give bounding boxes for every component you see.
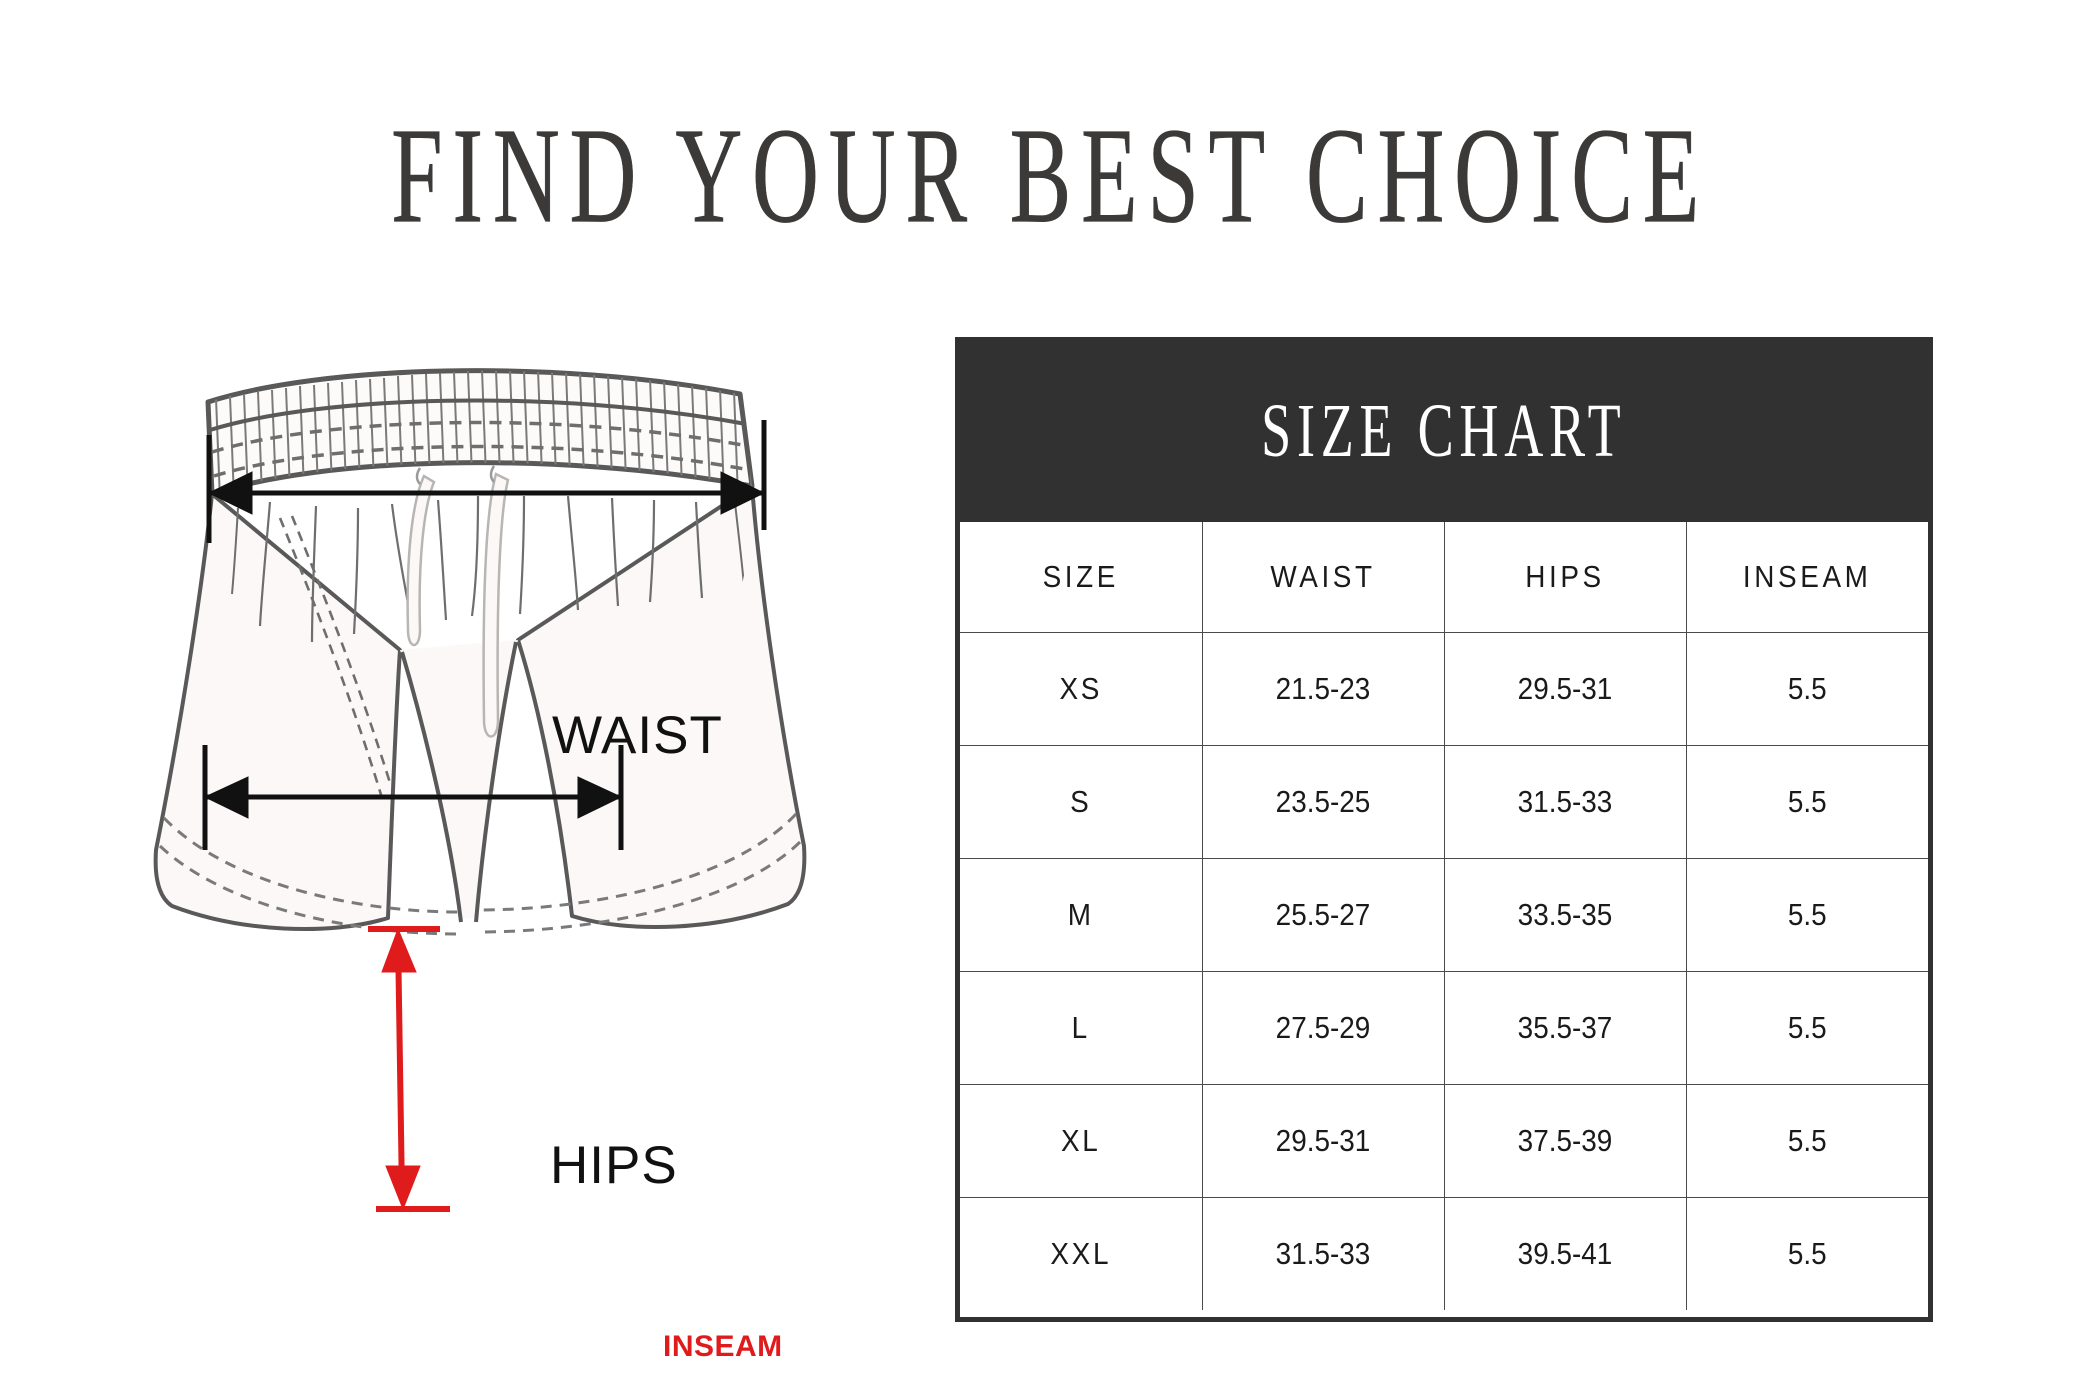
cell-inseam: 5.5 (1697, 1197, 1916, 1310)
drape-lines (231, 493, 745, 799)
hips-arrow-head-left (203, 776, 249, 819)
inseam-arrow-line (395, 936, 405, 1196)
cell-size: S (972, 745, 1191, 859)
column-header-size: SIZE (972, 522, 1191, 633)
shorts-illustration: WAIST HIPS INSEAM (120, 290, 840, 1363)
size-chart-header: SIZE CHART (960, 342, 1928, 522)
cell-hips: 29.5-31 (1455, 632, 1675, 746)
table-row: XL 29.5-31 37.5-39 5.5 (960, 1084, 1928, 1198)
inseam-label: INSEAM (663, 1330, 783, 1363)
waist-label: WAIST (552, 706, 723, 765)
cell-inseam: 5.5 (1697, 1084, 1916, 1198)
waist-arrow-head-left (207, 471, 253, 515)
table-row: XXL 31.5-33 39.5-41 5.5 (960, 1197, 1928, 1310)
cell-waist: 23.5-25 (1213, 745, 1433, 859)
inseam-arrow-head-top (381, 927, 417, 973)
hips-label: HIPS (550, 1136, 678, 1195)
column-header-inseam: INSEAM (1697, 522, 1916, 633)
hips-dimension (202, 745, 624, 850)
table-row: M 25.5-27 33.5-35 5.5 (960, 858, 1928, 972)
cell-size: XL (972, 1084, 1191, 1198)
table-row: L 27.5-29 35.5-37 5.5 (960, 971, 1928, 1085)
table-row: XS 21.5-23 29.5-31 5.5 (960, 632, 1928, 746)
cell-hips: 31.5-33 (1455, 745, 1675, 859)
cell-size: M (972, 858, 1191, 972)
cell-hips: 35.5-37 (1455, 971, 1675, 1085)
waistband (205, 368, 755, 497)
size-chart-panel: SIZE CHART SIZE WAIST HIPS INSEAM XS 21.… (955, 337, 1933, 1322)
cell-inseam: 5.5 (1697, 745, 1916, 859)
cell-inseam: 5.5 (1697, 858, 1916, 972)
cell-hips: 33.5-35 (1455, 858, 1675, 972)
cell-inseam: 5.5 (1697, 971, 1916, 1085)
size-chart-title: SIZE CHART (1261, 389, 1627, 474)
cell-size: XXL (972, 1197, 1191, 1310)
hem-stitching (158, 812, 802, 936)
cell-hips: 39.5-41 (1455, 1197, 1675, 1310)
cell-waist: 21.5-23 (1213, 632, 1433, 746)
drawstring (406, 472, 510, 738)
inseam-arrow-head-bottom (385, 1165, 421, 1211)
cell-waist: 27.5-29 (1213, 971, 1433, 1085)
cell-inseam: 5.5 (1697, 632, 1916, 746)
hips-arrow-head-right (577, 776, 623, 819)
page-title: FIND YOUR BEST CHOICE (391, 100, 1709, 252)
column-header-hips: HIPS (1455, 522, 1675, 633)
cell-size: XS (972, 632, 1191, 746)
table-row: S 23.5-25 31.5-33 5.5 (960, 745, 1928, 859)
waist-dimension (206, 420, 767, 543)
cell-waist: 31.5-33 (1213, 1197, 1433, 1310)
column-header-waist: WAIST (1213, 522, 1433, 633)
table-header-row: SIZE WAIST HIPS INSEAM (960, 522, 1928, 633)
shorts-body (153, 484, 807, 932)
inseam-dimension (368, 926, 450, 1212)
cell-waist: 25.5-27 (1213, 858, 1433, 972)
cell-hips: 37.5-39 (1455, 1084, 1675, 1198)
size-chart-table: SIZE WAIST HIPS INSEAM XS 21.5-23 29.5-3… (960, 522, 1928, 1310)
waist-arrow-head-right (720, 471, 766, 515)
cell-size: L (972, 971, 1191, 1085)
cell-waist: 29.5-31 (1213, 1084, 1433, 1198)
